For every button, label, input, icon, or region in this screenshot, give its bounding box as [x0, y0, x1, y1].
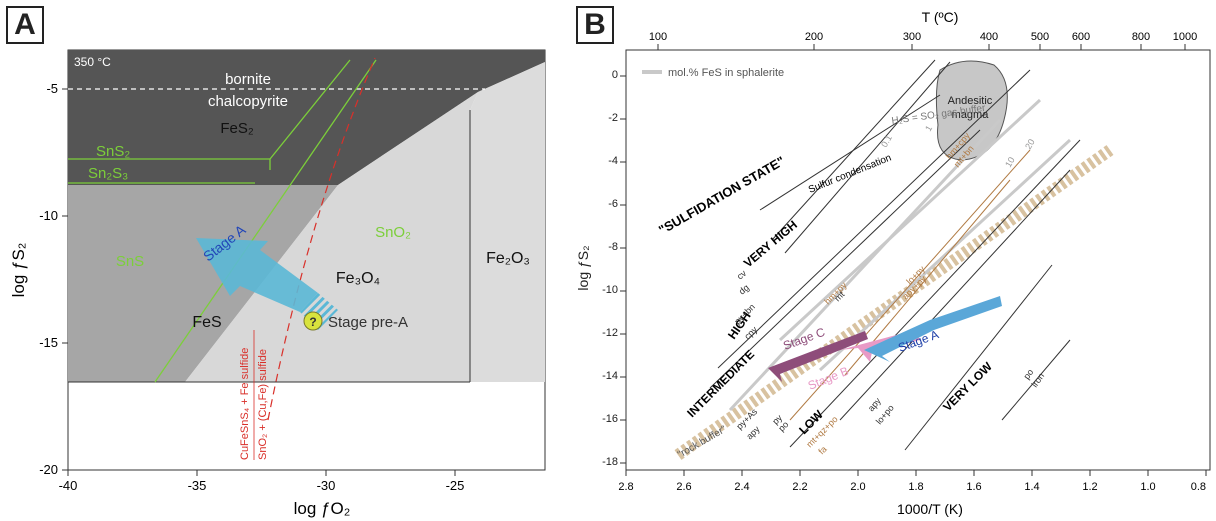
b-ytick-9: -16	[602, 413, 618, 425]
sn2s3-label: Sn₂S₃	[88, 165, 128, 182]
panel-a-svg: Stage A ? Stage pre-A 350 °C bornite cha…	[9, 49, 546, 518]
b-ytick-7: -12	[602, 327, 618, 339]
panel-a-x-ticks: -40 -35 -30 -25	[59, 470, 465, 493]
b-xtick-3: 2.4	[734, 481, 749, 493]
panel-b-y-ticks	[620, 75, 626, 464]
panel-b-label: B	[576, 6, 614, 44]
panel-a-label: A	[6, 6, 44, 44]
fe2o3-label: Fe₂O₃	[486, 250, 530, 267]
stage-pre-a-marker	[303, 311, 323, 331]
b-xtick-11: 0.8	[1191, 481, 1206, 493]
b-ttick-2: 200	[805, 31, 823, 43]
stage-pre-a-marker-text: ?	[309, 315, 316, 329]
rl-mol-20: 20	[1023, 137, 1037, 151]
panel-b: mol.% FeS in sphalerite Andesitic magma	[576, 0, 1216, 521]
b-xtick-5: 2.0	[850, 481, 865, 493]
region-fes-mid	[68, 185, 338, 382]
rl-mol-10: 10	[1003, 155, 1017, 169]
boundary-sns2-sno2	[269, 59, 351, 160]
b-ttick-4: 400	[980, 31, 998, 43]
a-xtick-4: -25	[446, 478, 465, 493]
b-ttick-6: 600	[1072, 31, 1090, 43]
sns-label: SnS	[116, 253, 144, 270]
b-xlabel: 1000/T (K)	[897, 501, 963, 517]
b-ytick-6: -10	[602, 284, 618, 296]
b-xtick-4: 2.2	[792, 481, 807, 493]
reaction-curve	[267, 57, 376, 421]
b-ttick-5: 500	[1031, 31, 1049, 43]
b-ytick-5: -8	[608, 241, 618, 253]
b-ytick-2: -2	[608, 112, 618, 124]
a-xtick-2: -35	[188, 478, 207, 493]
fes2-label: FeS₂	[220, 120, 254, 137]
stage-pre-a-label: Stage pre-A	[328, 314, 408, 331]
region-magnetite-light	[185, 92, 478, 382]
legend-text: mol.% FeS in sphalerite	[668, 67, 784, 79]
b-ttick-3: 300	[903, 31, 921, 43]
b-xtick-8: 1.4	[1024, 481, 1039, 493]
sno2-label: SnO₂	[375, 224, 411, 241]
magma-label-1: Andesitic	[948, 95, 993, 107]
b-xtick-1: 2.8	[618, 481, 633, 493]
a-ytick-1: -5	[46, 81, 58, 96]
b-ytick-8: -14	[602, 370, 618, 382]
b-ytick-3: -4	[608, 155, 618, 167]
b-ytick-10: -18	[602, 456, 618, 468]
b-xtick-7: 1.6	[966, 481, 981, 493]
panel-b-svg: mol.% FeS in sphalerite Andesitic magma	[618, 9, 1211, 517]
b-ttick-8: 1000	[1173, 31, 1197, 43]
a-xlabel: log ƒO₂	[294, 499, 351, 518]
temperature-label: 350 °C	[74, 55, 111, 69]
panel-b-plot-frame	[625, 49, 1211, 471]
stage-c-arrow	[768, 331, 868, 382]
a-xtick-1: -40	[59, 478, 78, 493]
chalcopyrite-label: chalcopyrite	[208, 93, 288, 110]
reaction-lines	[709, 59, 1081, 451]
rl-po2: po	[1021, 367, 1035, 381]
region-fes2-dark	[68, 50, 545, 185]
b-ytick-1: 0	[611, 69, 618, 81]
stage-a-arrow	[864, 296, 1002, 362]
b-xtick-10: 1.0	[1140, 481, 1155, 493]
sphalerite-isopleths	[728, 98, 1072, 412]
b-ytick-4: -6	[608, 198, 618, 210]
panel-a-y-ticks: -5 -10 -15 -20	[39, 81, 68, 477]
sns2-label: SnS₂	[96, 143, 130, 160]
rl-mol-1: 1	[923, 124, 934, 133]
fe3o4-label: Fe₃O₄	[336, 270, 380, 287]
region-hematite-light	[470, 62, 545, 382]
a-ytick-2: -10	[39, 208, 58, 223]
a-ylabel: log ƒS₂	[9, 243, 28, 298]
b-top-axis-title: T (ºC)	[922, 9, 959, 25]
fes-label: FeS	[192, 314, 221, 331]
bornite-label: bornite	[225, 71, 271, 88]
a-xtick-3: -30	[317, 478, 336, 493]
b-ylabel: log ƒS₂	[575, 245, 591, 291]
panel-a: Stage A ? Stage pre-A 350 °C bornite cha…	[0, 0, 600, 521]
b-xtick-2: 2.6	[676, 481, 691, 493]
panel-b-x-ticks: 2.8 2.6 2.4 2.2 2.0 1.8 1.6 1.4 1.2 1.0 …	[618, 470, 1207, 493]
reaction-label-1: CuFeSnS₄ + Fe sulfide	[239, 348, 251, 460]
panel-b-top-ticks: 100 200 300 400 500 600 800 1000	[649, 31, 1197, 50]
b-xtick-6: 1.8	[908, 481, 923, 493]
b-ttick-1: 100	[649, 31, 667, 43]
reaction-label-2: SnO₂ + (Cu,Fe) sulfide	[257, 349, 269, 460]
rl-dg: dg	[737, 282, 751, 296]
boundary-sns-sno2	[154, 59, 377, 383]
b-xtick-9: 1.2	[1082, 481, 1097, 493]
a-ytick-3: -15	[39, 335, 58, 350]
a-ytick-4: -20	[39, 462, 58, 477]
b-ttick-7: 800	[1132, 31, 1150, 43]
